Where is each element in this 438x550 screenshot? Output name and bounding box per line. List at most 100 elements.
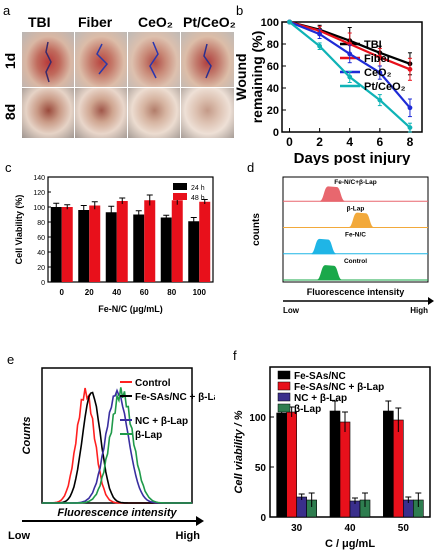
- data-point: [407, 66, 413, 72]
- bar: [276, 412, 287, 518]
- col-label-ptceo2: Pt/CeO₂: [183, 14, 236, 30]
- bar: [393, 419, 404, 518]
- histogram: [311, 238, 336, 255]
- bar: [61, 207, 73, 282]
- bar: [116, 201, 128, 282]
- x-axis-label: Fluorescence intensity: [57, 507, 177, 519]
- bar: [160, 217, 172, 282]
- histogram-line: [42, 391, 192, 504]
- histogram-line: [42, 387, 192, 504]
- panel-f-letter: f: [233, 348, 237, 363]
- legend-label: Fe-SAs/NC + β-Lap: [294, 382, 384, 393]
- x-tick-label: 30: [291, 523, 303, 534]
- plot-frame: [281, 21, 423, 133]
- legend-label: β-Lap: [294, 404, 321, 415]
- histogram: [320, 186, 345, 202]
- bar: [171, 200, 183, 282]
- legend-label: Fiber: [364, 53, 392, 65]
- legend-label: CeO₂: [364, 67, 392, 79]
- y-tick-label: 0: [41, 280, 45, 287]
- bar: [78, 210, 90, 282]
- legend-swatch: [173, 183, 187, 190]
- x-tick-label: 40: [112, 288, 121, 297]
- x-axis-label: Days post injury: [294, 150, 411, 165]
- row-label-1d: 1d: [2, 52, 19, 70]
- legend-label: 48 h: [191, 195, 205, 202]
- y-tick-label: 120: [33, 190, 45, 197]
- data-point: [317, 31, 323, 37]
- arrow-head: [196, 516, 204, 526]
- y-axis-label: Cell Viability (%): [14, 195, 24, 265]
- arrow-head: [428, 297, 434, 305]
- histogram-line: [42, 388, 192, 504]
- y-tick-label: 80: [267, 39, 279, 51]
- y-tick-label: 60: [37, 235, 45, 242]
- x-tick-label: 20: [85, 288, 94, 297]
- bar: [144, 200, 156, 282]
- legend-swatch: [277, 370, 291, 380]
- bar: [188, 221, 200, 282]
- y-tick-label: 100: [261, 17, 279, 29]
- y-tick-label: 50: [255, 463, 267, 474]
- y-tick-label: 20: [267, 105, 279, 117]
- x-tick-label: 40: [344, 523, 356, 534]
- legend-label: NC + β-Lap: [135, 416, 188, 427]
- col-label-fiber: Fiber: [78, 14, 113, 30]
- x-axis-label: C / μg/mL: [325, 538, 375, 550]
- data-point: [287, 19, 292, 25]
- photo-ceo2-8d: [127, 87, 182, 139]
- legend-swatch: [277, 392, 291, 402]
- y-tick-label: 40: [37, 250, 45, 257]
- legend-label: 24 h: [191, 185, 205, 192]
- x-tick-label: 2: [316, 135, 323, 149]
- bar: [339, 421, 351, 518]
- series-label: Control: [344, 258, 367, 265]
- panel-e-letter: e: [7, 352, 15, 367]
- x-tick-label: 80: [167, 288, 176, 297]
- plot-frame: [47, 176, 214, 283]
- series-label: Fe-N/C: [345, 232, 366, 239]
- data-point: [377, 97, 383, 103]
- col-label-tbi: TBI: [28, 14, 51, 30]
- data-point: [407, 125, 413, 130]
- data-point: [377, 54, 383, 60]
- data-point: [377, 70, 383, 75]
- photo-tbi-1d: [21, 31, 76, 88]
- bar: [329, 410, 341, 518]
- bar: [89, 205, 101, 282]
- y-tick-label: 80: [37, 220, 45, 227]
- y-tick-label: 40: [267, 83, 279, 95]
- y-axis-label: Counts: [21, 417, 33, 455]
- x-axis-label: Fe-N/C (μg/mL): [98, 304, 163, 314]
- x-tick-label: 60: [140, 288, 149, 297]
- chart-d: Fe-N/C+β-Lap β-Lap Fe-N/C Control counts Fluo…: [251, 176, 434, 315]
- y-tick-label: 100: [249, 413, 266, 424]
- histogram: [349, 212, 374, 228]
- series-label: Fe-N/C+β-Lap: [334, 179, 376, 186]
- y-axis-label-line1: Wound: [233, 53, 249, 100]
- y-tick-label: 0: [273, 127, 279, 139]
- chart-e: Control Fe-SAs/NC + β-Lap NC + β-Lap β-Lap C…: [8, 367, 215, 542]
- photo-ceo2-1d: [127, 31, 182, 88]
- col-label-ceo2: CeO₂: [138, 14, 174, 30]
- x-tick-label: 4: [346, 135, 353, 149]
- legend-swatch: [277, 381, 291, 391]
- histogram-line: [42, 387, 192, 504]
- bar: [383, 410, 394, 518]
- legend-label: Pt/CeO₂: [364, 81, 406, 93]
- y-axis-label-line2: remaining (%): [249, 31, 265, 124]
- legend-label: Fe-SAs/NC + β-Lap: [135, 392, 215, 403]
- legend-swatch: [173, 193, 187, 200]
- legend-label: β-Lap: [135, 430, 162, 441]
- y-axis-label: counts: [251, 213, 262, 246]
- legend-label: TBI: [364, 39, 382, 51]
- panel-d-letter: d: [247, 160, 255, 175]
- x-tick-label: 0: [286, 135, 293, 149]
- range-high: High: [176, 530, 201, 542]
- x-tick-label: 100: [193, 288, 207, 297]
- bar: [133, 214, 145, 282]
- x-tick-label: 50: [398, 523, 410, 534]
- series-label: β-Lap: [347, 205, 365, 212]
- data-point: [347, 74, 353, 80]
